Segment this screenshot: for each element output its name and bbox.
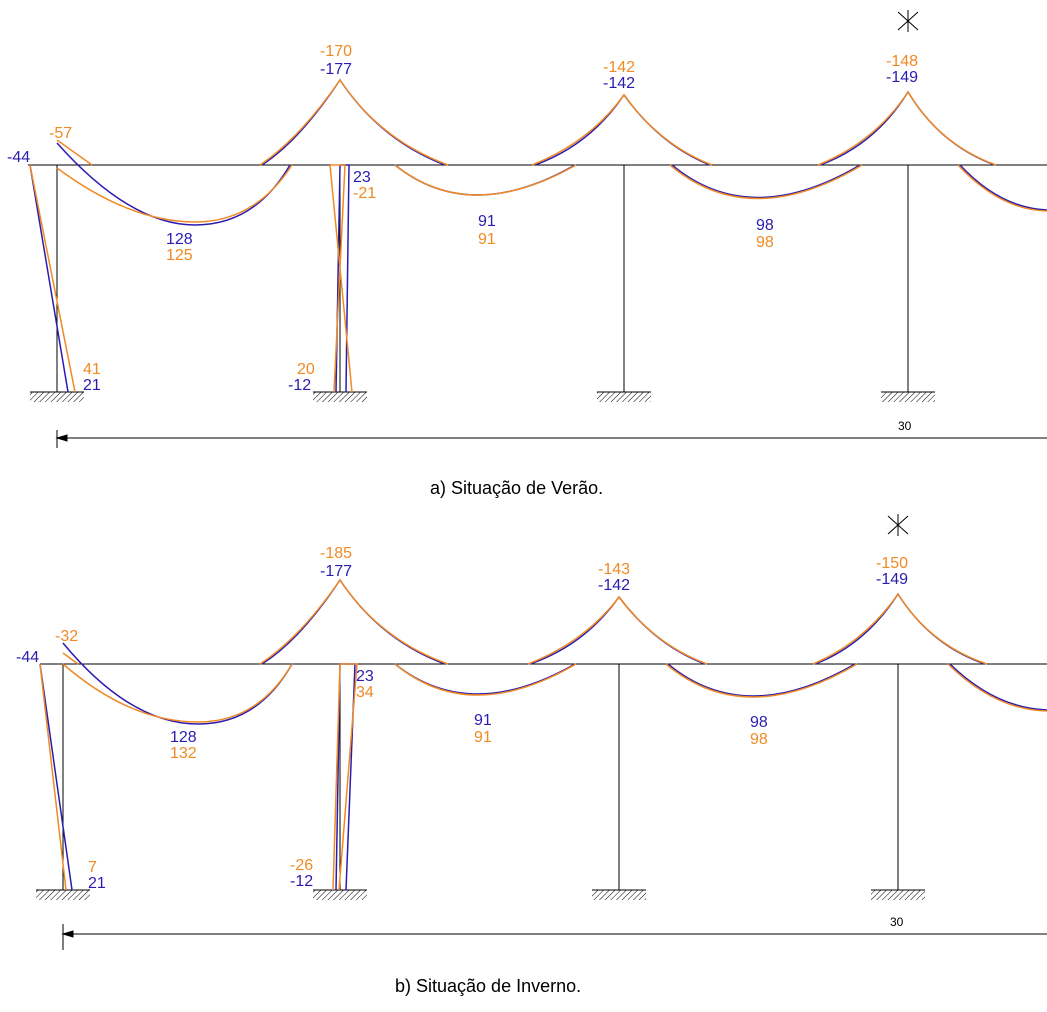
label-col2-top-orange: 34	[356, 684, 374, 701]
moment-curve-winter	[39, 578, 1047, 891]
dimension-label: 30	[898, 419, 912, 433]
dimension-line	[61, 924, 1047, 950]
label-col2-top-blue: 23	[353, 169, 371, 186]
label-col1-base-blue: 21	[83, 377, 101, 394]
label-span2-blue: 91	[478, 213, 496, 230]
label-sup2-blue: -142	[598, 577, 630, 594]
label-col1-top-blue: -44	[16, 649, 39, 666]
label-span3-blue: 98	[756, 217, 774, 234]
caption-summer: a) Situação de Verão.	[430, 478, 603, 498]
frame-structure	[40, 663, 1047, 890]
label-span2-blue: 91	[474, 712, 492, 729]
label-sup3-blue: -149	[876, 571, 908, 588]
label-col2-base-blue: -12	[290, 873, 313, 890]
label-span1-orange: 132	[170, 745, 197, 762]
label-sup2-blue: -142	[603, 75, 635, 92]
caption-winter: b) Situação de Inverno.	[395, 976, 581, 996]
moment-curve-summer	[29, 78, 1047, 393]
label-col2-base-orange: -26	[290, 857, 313, 874]
label-sup1-orange: -185	[320, 545, 352, 562]
label-col2-base-blue: -12	[288, 377, 311, 394]
label-col1-base-orange: 7	[88, 859, 97, 876]
diagram-summer: 30 -57 -44 41	[7, 10, 1047, 498]
label-col2-base-orange: 20	[297, 361, 315, 378]
label-span3-orange: 98	[756, 234, 774, 251]
label-sup1-orange: -170	[320, 43, 352, 60]
dimension-label: 30	[890, 915, 904, 929]
frame-structure	[28, 164, 1047, 392]
label-span3-blue: 98	[750, 714, 768, 731]
label-col2-top-blue: 23	[356, 668, 374, 685]
fixed-supports	[36, 889, 925, 900]
label-sup2-orange: -142	[603, 59, 635, 76]
label-sup2-orange: -143	[598, 561, 630, 578]
diagram-winter: 30 -32 -44 7 21 128 1	[16, 514, 1047, 996]
label-col2-top-orange: -21	[353, 185, 376, 202]
label-col1-top-blue: -44	[7, 149, 30, 166]
label-sup3-blue: -149	[886, 69, 918, 86]
label-sup1-blue: -177	[320, 563, 352, 580]
label-col1-base-orange: 41	[83, 361, 101, 378]
fixed-supports	[30, 391, 935, 402]
label-col1-top-orange: -57	[49, 125, 72, 142]
dimension-line	[55, 430, 1047, 448]
label-span1-blue: 128	[170, 729, 197, 746]
label-span2-orange: 91	[474, 729, 492, 746]
symmetry-axis-icon	[897, 10, 919, 32]
label-span3-orange: 98	[750, 731, 768, 748]
label-span2-orange: 91	[478, 231, 496, 248]
label-sup1-blue: -177	[320, 61, 352, 78]
label-sup3-orange: -150	[876, 555, 908, 572]
label-col1-top-orange: -32	[55, 628, 78, 645]
label-span1-blue: 128	[166, 231, 193, 248]
symmetry-axis-icon	[887, 514, 909, 536]
label-span1-orange: 125	[166, 247, 193, 264]
label-sup3-orange: -148	[886, 53, 918, 70]
label-col1-base-blue: 21	[88, 875, 106, 892]
